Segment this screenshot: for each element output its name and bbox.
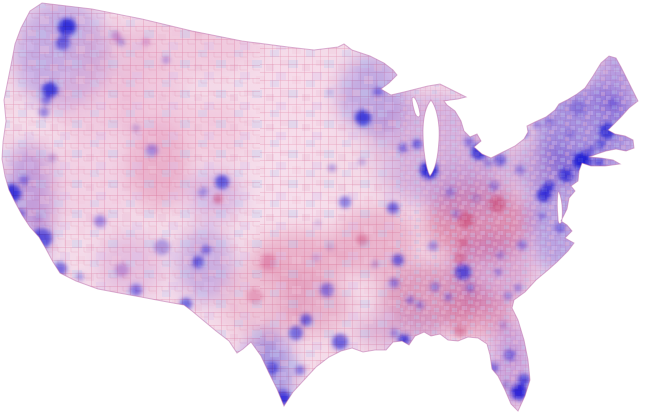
grid-east-small-counties [400,3,638,411]
grid-plains-medium-counties [260,3,400,411]
hotspot-montana-red-spot [194,20,206,32]
grid-west-large-counties [2,3,260,411]
